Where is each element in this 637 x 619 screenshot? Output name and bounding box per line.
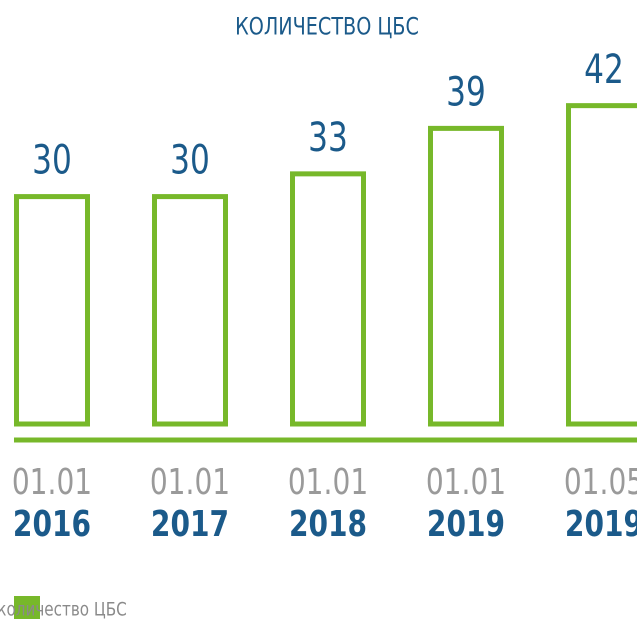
value-label: 42 [584, 47, 624, 93]
x-tick-label: 2018 [289, 503, 367, 545]
chart-title: КОЛИЧЕСТВО ЦБС [235, 14, 419, 42]
x-tick-label: 2019 [427, 503, 505, 545]
x-tick-label: 01.01 [12, 461, 92, 503]
value-label: 30 [32, 138, 72, 184]
value-label: 30 [170, 138, 210, 184]
x-tick-label: 01.01 [288, 461, 368, 503]
x-tick-label: 01.05 [564, 461, 637, 503]
x-tick-label: 2017 [151, 503, 229, 545]
bar [428, 125, 504, 427]
x-tick-label: 01.01 [150, 461, 230, 503]
x-tick-label: 2016 [13, 503, 91, 545]
value-label: 33 [308, 115, 348, 161]
bar [290, 171, 366, 427]
x-tick-label: 2019 [565, 503, 637, 545]
x-tick-label: 01.01 [426, 461, 506, 503]
legend-label: количество ЦБС [0, 599, 127, 619]
bar [566, 103, 637, 427]
legend-swatch [14, 596, 40, 619]
value-label: 39 [446, 70, 486, 116]
bar [152, 194, 228, 427]
bar [14, 194, 90, 427]
